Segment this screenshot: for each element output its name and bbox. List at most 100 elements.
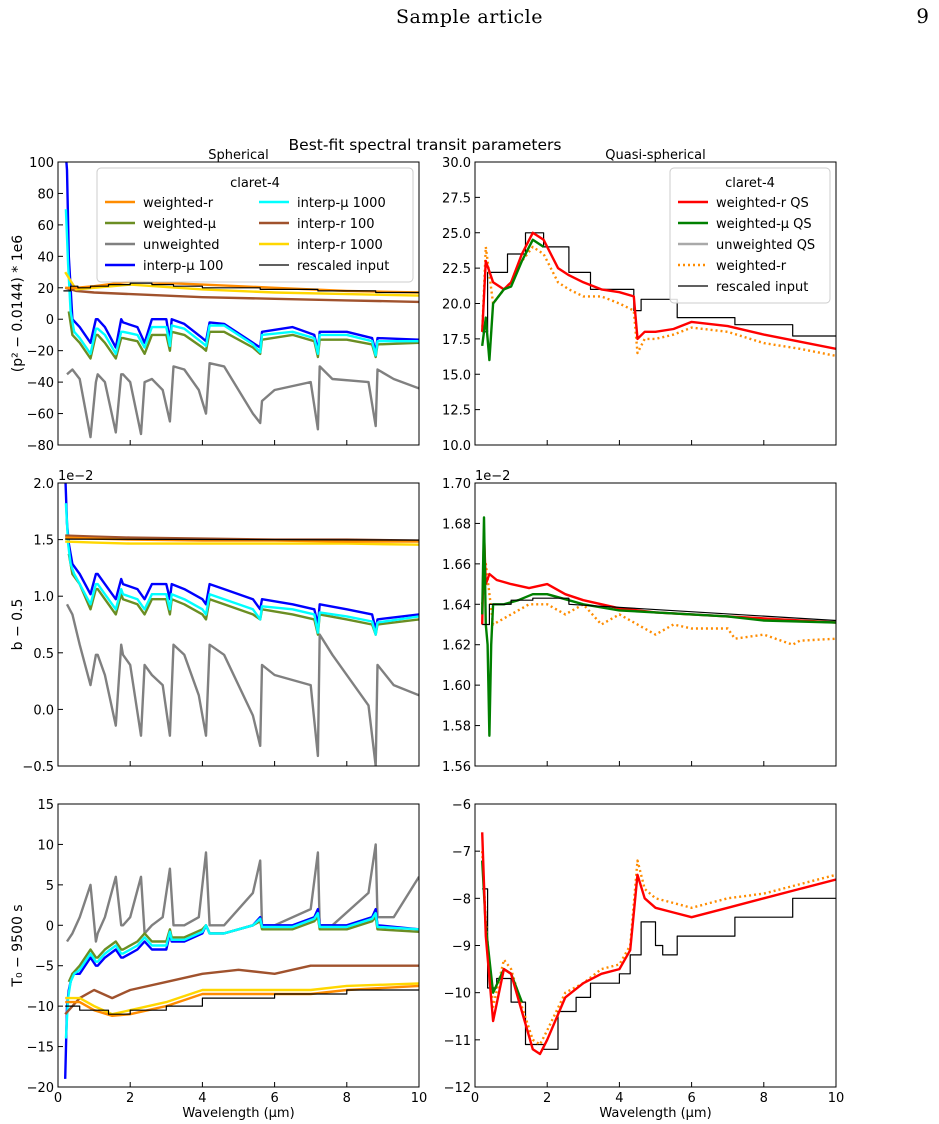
x-tick-label: 4 xyxy=(615,1091,623,1106)
y-tick-label: −60 xyxy=(27,408,54,423)
y-tick-label: 22.5 xyxy=(442,262,471,277)
y-tick-label: 0.5 xyxy=(33,647,54,662)
y-tick-label: 100 xyxy=(29,156,54,171)
legend-title: claret-4 xyxy=(725,176,775,191)
y-tick-label: −80 xyxy=(27,439,54,454)
y-tick-label: 1.58 xyxy=(442,720,471,735)
legend-label: weighted-r xyxy=(716,259,787,274)
series-line-5 xyxy=(64,271,419,297)
series-line-5 xyxy=(65,982,419,1016)
series-line-3 xyxy=(64,209,419,357)
y-tick-label: −6 xyxy=(452,798,471,813)
series-line-2 xyxy=(481,231,836,350)
series-line-0 xyxy=(482,232,836,337)
x-tick-label: 4 xyxy=(198,1091,206,1106)
series-line-0 xyxy=(482,888,836,1050)
legend-label: interp-r 100 xyxy=(297,217,375,232)
series-line-3 xyxy=(481,238,545,362)
series-line-7 xyxy=(65,538,419,541)
series-line-6 xyxy=(65,984,419,1017)
y-tick-label: 1.66 xyxy=(442,558,471,573)
series-line-7 xyxy=(63,282,419,294)
axes-frame xyxy=(57,161,420,446)
x-tick-label: 8 xyxy=(760,1091,768,1106)
series-line-0 xyxy=(65,603,419,766)
y-tick-label: 20 xyxy=(37,282,54,297)
y-tick-label: −0.5 xyxy=(22,760,54,775)
y-tick-label: −10 xyxy=(444,987,471,1002)
y-axis-label: T₀ − 9500 s xyxy=(10,904,26,987)
x-tick-label: 6 xyxy=(270,1091,278,1106)
series-group xyxy=(481,231,836,362)
y-tick-label: 40 xyxy=(37,250,54,265)
legend-label: interp-μ 1000 xyxy=(297,196,386,211)
x-tick-label: 6 xyxy=(687,1091,695,1106)
axis-offset-label: 1e−2 xyxy=(475,469,510,484)
legend-label: interp-μ 100 xyxy=(143,259,223,274)
panel-title: Spherical xyxy=(208,148,268,163)
legend-label: weighted-μ xyxy=(143,217,216,232)
y-tick-label: 60 xyxy=(37,219,54,234)
series-line-3 xyxy=(64,912,419,1039)
y-tick-label: −11 xyxy=(444,1034,471,1049)
series-line-4 xyxy=(64,964,419,1016)
axis-offset-label: 1e−2 xyxy=(58,469,93,484)
y-axis-label: (p² − 0.0144) * 1e6 xyxy=(10,235,26,372)
series-line-1 xyxy=(481,532,836,625)
y-tick-label: 10.0 xyxy=(442,439,471,454)
y-tick-label: 25.0 xyxy=(442,227,471,242)
x-tick-label: 0 xyxy=(54,1091,62,1106)
x-axis-label: Wavelength (μm) xyxy=(182,1106,294,1121)
page-header-title: Sample article xyxy=(396,6,543,28)
series-group xyxy=(64,843,419,1079)
legend-title: claret-4 xyxy=(230,176,280,191)
series-group xyxy=(481,516,836,737)
y-tick-label: 30.0 xyxy=(442,156,471,171)
legend-box xyxy=(669,167,831,304)
series-group xyxy=(63,162,419,439)
series-line-2 xyxy=(67,553,419,636)
x-tick-label: 10 xyxy=(411,1091,428,1106)
y-tick-label: 15 xyxy=(37,798,54,813)
y-tick-label: 15.0 xyxy=(442,368,471,383)
y-tick-label: 12.5 xyxy=(442,404,471,419)
x-tick-label: 2 xyxy=(543,1091,551,1106)
x-axis-label: Wavelength (μm) xyxy=(599,1106,711,1121)
y-tick-label: 1.0 xyxy=(33,590,54,605)
legend-label: unweighted xyxy=(143,238,220,253)
y-tick-label: −40 xyxy=(27,376,54,391)
series-group xyxy=(481,832,836,1056)
chart-left-top: −80 −60 −40 −20 0 20 40 60 80 100 Spherical (p² − 0… xyxy=(10,148,420,454)
series-line-3 xyxy=(481,832,836,1056)
chart-right-bottom: 0 2 4 6 8 10 −12 −11 −10 −9 −8 −7 −6 Wavelength (μm) xyxy=(444,798,845,1121)
page-number: 9 xyxy=(916,4,929,28)
axes-frame xyxy=(57,482,420,767)
y-tick-label: 1.5 xyxy=(33,534,54,549)
figure-title: Best-fit spectral transit parameters xyxy=(289,136,562,154)
y-tick-label: 1.56 xyxy=(442,760,471,775)
y-tick-label: −10 xyxy=(27,1000,54,1015)
y-tick-label: 0 xyxy=(46,313,54,328)
axes-frame xyxy=(57,803,420,1088)
series-line-0 xyxy=(481,562,836,646)
y-tick-label: −8 xyxy=(452,892,471,907)
series-line-3 xyxy=(482,597,836,626)
legend: claret-4 weighted-r weighted-μ unweighted in… xyxy=(96,167,414,283)
y-tick-label: 20.0 xyxy=(442,298,471,313)
axes-frame xyxy=(474,482,837,767)
series-line-2 xyxy=(481,516,836,737)
y-tick-label: −9 xyxy=(452,940,471,955)
panel-title: Quasi-spherical xyxy=(605,148,705,163)
y-tick-label: −20 xyxy=(27,1081,54,1096)
series-group xyxy=(64,483,419,766)
y-tick-label: −15 xyxy=(27,1041,54,1056)
legend: claret-4 weighted-r QS weighted-μ QS unweig… xyxy=(669,167,831,304)
legend-label: weighted-r QS xyxy=(716,196,809,211)
y-tick-label: 5 xyxy=(46,879,54,894)
y-tick-label: 2.0 xyxy=(33,477,54,492)
legend-box xyxy=(96,167,414,283)
legend-label: unweighted QS xyxy=(716,238,815,253)
x-tick-label: 10 xyxy=(828,1091,845,1106)
y-tick-label: 1.60 xyxy=(442,679,471,694)
chart-right-top: 10.0 12.5 15.0 17.5 20.0 22.5 25.0 27.5 30.0 Quas… xyxy=(442,148,837,454)
